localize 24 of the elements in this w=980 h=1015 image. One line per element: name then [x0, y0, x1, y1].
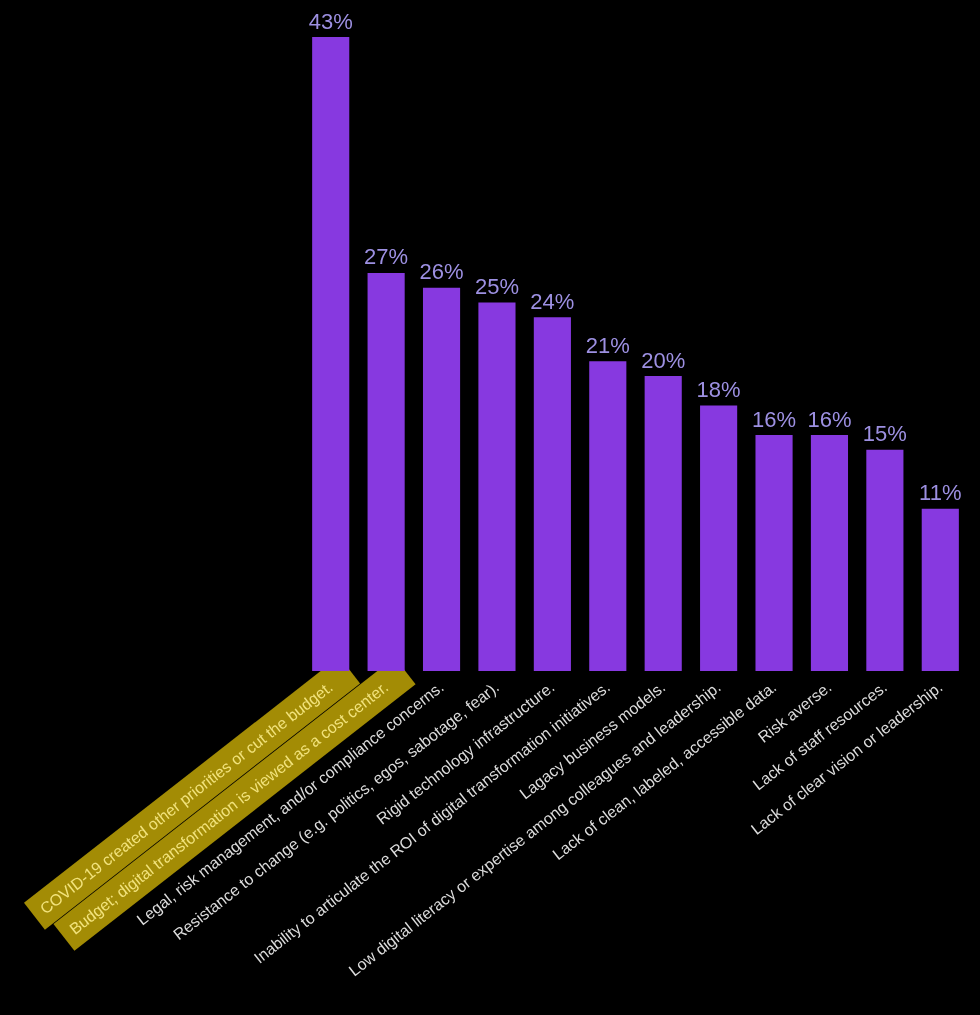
- bar: [921, 508, 959, 671]
- data-label: 25%: [474, 273, 519, 299]
- bar: [312, 37, 350, 671]
- data-label: 11%: [919, 480, 962, 506]
- bar: [644, 376, 682, 671]
- bar: [533, 317, 571, 671]
- data-label: 20%: [641, 347, 686, 373]
- data-label: 15%: [862, 421, 907, 447]
- data-label: 21%: [585, 332, 630, 358]
- bar: [700, 405, 738, 671]
- data-label: 16%: [752, 406, 797, 432]
- bar: [755, 435, 793, 671]
- data-label: 43%: [308, 8, 353, 34]
- bar: [810, 435, 849, 671]
- bar: [367, 272, 405, 671]
- bar: [422, 287, 461, 671]
- data-label: 24%: [530, 288, 575, 314]
- bar: [589, 361, 627, 671]
- data-label: 18%: [696, 377, 741, 403]
- data-label: 26%: [419, 259, 464, 285]
- data-label: 16%: [807, 406, 852, 432]
- data-label: 27%: [364, 244, 409, 270]
- bar: [478, 302, 516, 671]
- bar: [866, 449, 904, 671]
